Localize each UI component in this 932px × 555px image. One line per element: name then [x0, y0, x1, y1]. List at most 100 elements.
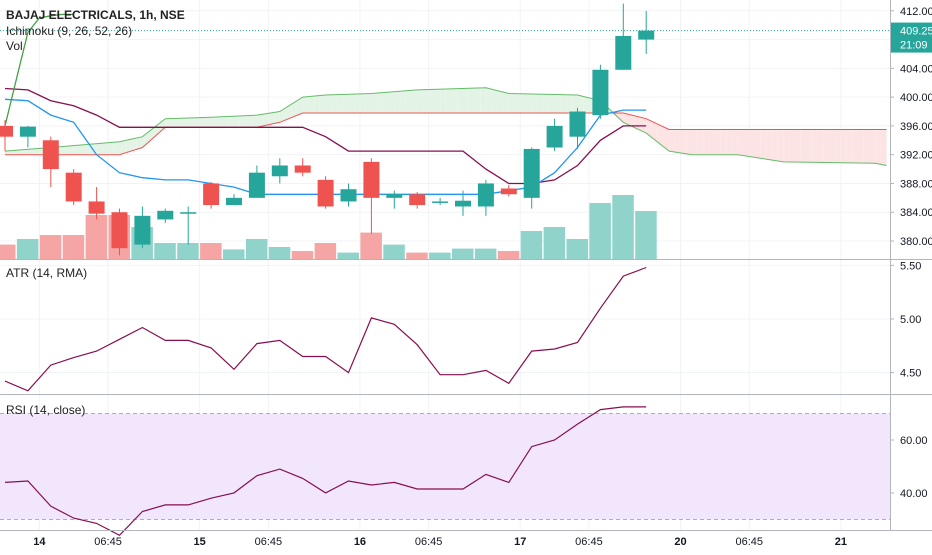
chikou-span-line	[0, 13, 74, 137]
candle-bullish	[546, 118, 563, 152]
volume-bar	[429, 252, 451, 259]
cloud-bull-segment	[182, 117, 189, 128]
cloud-bear-segment	[772, 129, 778, 161]
cloud-bull-segment	[96, 143, 103, 155]
candle-body	[19, 126, 36, 137]
cloud-bear-segment	[663, 126, 670, 152]
cloud-bull-segment	[337, 94, 343, 113]
volume-bar	[635, 211, 657, 259]
cloud-bull-segment	[348, 94, 355, 113]
last-price-value: 409.25	[900, 26, 932, 38]
cloud-bull-segment	[256, 114, 263, 128]
volume-bar	[566, 239, 588, 259]
candle-bullish	[180, 206, 197, 245]
cloud-bear-segment	[829, 129, 836, 163]
candle-body	[0, 125, 13, 137]
symbol-title[interactable]: BAJAJ ELECTRICALS, 1h, NSE	[6, 8, 185, 22]
cloud-bull-segment	[251, 115, 257, 128]
volume-bar	[245, 239, 268, 259]
cloud-bull-segment	[279, 107, 286, 123]
price-tick-label: 412.00	[900, 6, 932, 18]
cloud-bull-segment	[497, 90, 504, 113]
cloud-bear-segment	[766, 129, 773, 161]
candle-body	[271, 165, 288, 177]
cloud-bull-segment	[85, 144, 91, 155]
time-tick-label: 14	[33, 536, 46, 548]
cloud-bear-segment	[657, 124, 664, 147]
cloud-bull-segment	[365, 93, 372, 113]
cloud-bull-segment	[27, 148, 34, 155]
cloud-bull-segment	[67, 145, 74, 155]
volume-bar	[16, 239, 39, 259]
cloud-bear-segment	[646, 118, 652, 138]
cloud-bull-segment	[193, 117, 200, 128]
candle-bullish	[638, 10, 655, 54]
cloud-bull-segment	[525, 93, 532, 113]
cloud-bull-segment	[22, 149, 28, 155]
rsi-legend[interactable]: RSI (14, close)	[6, 403, 86, 417]
cloud-bull-segment	[382, 92, 389, 113]
volume-bar	[337, 252, 359, 259]
candle-bullish	[569, 107, 586, 149]
ichimoku-legend[interactable]: Ichimoku (9, 26, 52, 26)	[6, 24, 133, 38]
volume-legend[interactable]: Vol	[6, 39, 23, 53]
volume-bar	[589, 203, 611, 259]
price-axis[interactable]: 412.00408.00404.00400.00396.00392.00388.…	[890, 6, 932, 500]
cloud-bull-segment	[571, 94, 578, 113]
cloud-bull-segment	[566, 94, 572, 113]
cloud-bull-segment	[445, 88, 452, 113]
cloud-bull-segment	[16, 149, 23, 155]
cloud-bear-segment	[703, 129, 710, 155]
atr-legend[interactable]: ATR (14, RMA)	[6, 266, 88, 280]
cloud-bull-segment	[239, 115, 246, 128]
cloud-bull-segment	[354, 93, 360, 113]
volume-bar	[39, 235, 62, 259]
cloud-bull-segment	[199, 117, 206, 128]
cloud-bear-segment	[789, 129, 796, 163]
candle-body	[248, 172, 265, 198]
cloud-bull-segment	[485, 87, 492, 113]
rsi-band-fill	[0, 413, 890, 520]
time-axis[interactable]: 14 06:45 15 06:45 16 06:45 17 06:45 20 06:45 21	[33, 536, 847, 548]
candle-bullish	[340, 183, 357, 207]
volume-bar	[497, 251, 520, 259]
cloud-bear-segment	[732, 129, 738, 155]
cloud-bull-segment	[359, 93, 366, 113]
cloud-bear-segment	[835, 129, 841, 163]
cloud-bull-segment	[388, 91, 395, 113]
time-tick-label: 21	[835, 536, 847, 548]
cloud-bear-segment	[806, 129, 813, 163]
last-price-badge	[891, 22, 932, 53]
cloud-bull-segment	[205, 117, 212, 128]
candle-body	[592, 69, 609, 116]
cloud-bear-segment	[795, 129, 801, 163]
cloud-bear-segment	[669, 129, 675, 152]
candle-body	[157, 210, 174, 220]
time-tick-label: 17	[514, 536, 526, 548]
cloud-bear-segment	[869, 129, 876, 164]
candle-body	[569, 111, 586, 137]
cloud-bear-segment	[709, 129, 715, 155]
volume-bar	[383, 244, 405, 259]
candle-bullish	[386, 190, 403, 209]
price-tick-label: 400.00	[900, 92, 932, 104]
cloud-bull-segment	[377, 92, 383, 113]
candle-body	[546, 125, 563, 148]
cloud-bear-segment	[754, 129, 761, 159]
candle-bearish	[363, 158, 380, 234]
cloud-bull-segment	[165, 118, 172, 128]
volume-bar	[0, 244, 16, 259]
cloud-bull-segment	[228, 116, 234, 128]
candle-bearish	[65, 169, 82, 206]
cloud-bull-segment	[411, 89, 418, 113]
candle-bearish	[42, 136, 59, 188]
cloud-bull-segment	[394, 91, 401, 113]
cloud-bear-segment	[812, 129, 818, 163]
cloud-bull-segment	[440, 89, 446, 113]
cloud-bull-segment	[130, 137, 137, 152]
cloud-bull-segment	[319, 94, 326, 113]
cloud-bull-segment	[176, 118, 183, 128]
cloud-bear-segment	[846, 129, 853, 163]
volume-bar	[612, 195, 634, 259]
